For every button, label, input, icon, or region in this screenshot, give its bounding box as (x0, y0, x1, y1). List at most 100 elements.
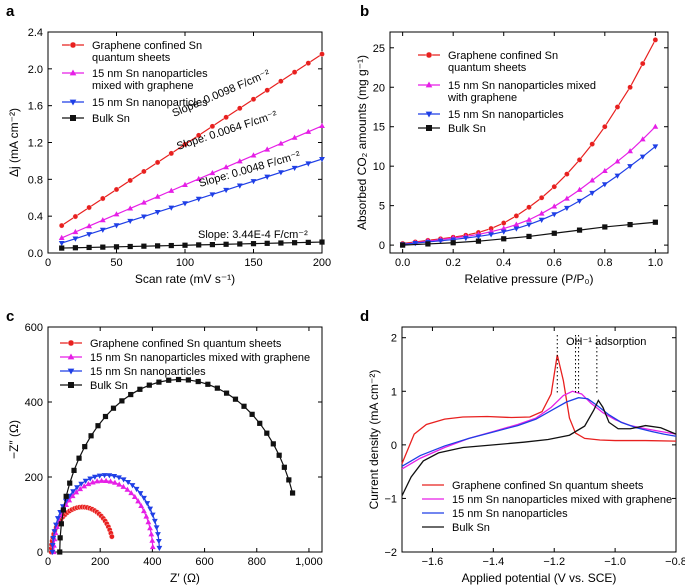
panel-label: c (6, 308, 14, 325)
data-point (250, 241, 257, 247)
legend-label: Graphene confined Sn (448, 50, 558, 62)
data-point (538, 217, 545, 223)
data-point (538, 210, 545, 216)
data-point (96, 473, 103, 479)
data-point (82, 478, 89, 484)
x-tick-label: 0 (45, 556, 51, 568)
data-point (102, 413, 109, 420)
x-tick-label: −1.2 (543, 556, 565, 568)
y-tick-label: 200 (25, 472, 43, 484)
data-point (232, 396, 239, 402)
legend-marker (70, 115, 76, 121)
data-point (185, 377, 192, 383)
data-point (209, 241, 215, 248)
data-point (601, 167, 608, 173)
data-point (639, 136, 646, 142)
legend-label: mixed with graphene (92, 80, 194, 92)
data-point (141, 243, 147, 249)
data-point (589, 177, 596, 183)
data-point (319, 122, 325, 129)
data-point (264, 87, 271, 93)
adsorption-annotation: OH⁻¹ adsorption (566, 336, 646, 348)
data-point (564, 205, 570, 212)
data-point (236, 105, 243, 112)
data-point (195, 378, 201, 385)
x-tick-label: 0.0 (395, 257, 410, 269)
y-tick-label: 15 (373, 122, 385, 134)
data-point (69, 492, 76, 499)
data-point (305, 60, 312, 66)
y-tick-label: 10 (373, 161, 385, 173)
data-point (627, 148, 633, 154)
data-point (400, 242, 406, 248)
data-point (120, 477, 127, 483)
y-tick-label: 1 (391, 386, 397, 398)
data-point (305, 239, 311, 245)
y-tick-label: 0 (391, 440, 397, 452)
data-point (652, 219, 658, 225)
data-point (291, 134, 298, 140)
data-point (154, 159, 161, 166)
data-point (128, 391, 134, 398)
data-point (53, 522, 59, 528)
legend-label: Graphene confined Sn quantum sheets (452, 480, 644, 492)
data-point (141, 199, 147, 205)
legend-marker (68, 382, 74, 388)
data-point (72, 228, 79, 235)
data-point (147, 506, 154, 512)
data-point (576, 227, 583, 233)
data-point (87, 476, 94, 482)
x-tick-label: 800 (248, 556, 266, 568)
data-point (58, 234, 65, 240)
x-tick-label: −1.4 (482, 556, 504, 568)
y-tick-label: 0.4 (28, 211, 43, 223)
series-line (401, 354, 677, 464)
plot-frame (389, 31, 669, 254)
data-point (155, 532, 161, 538)
series-line (59, 378, 294, 553)
data-point (264, 240, 270, 246)
data-point (107, 478, 114, 484)
panel-label: a (6, 3, 15, 20)
plot-frame (47, 326, 323, 553)
data-point (236, 183, 243, 189)
data-point (250, 96, 257, 103)
data-point (450, 240, 456, 246)
legend-label: quantum sheets (92, 52, 171, 64)
data-point (86, 244, 92, 251)
data-point (168, 187, 175, 193)
data-point (77, 485, 84, 492)
data-point (153, 525, 160, 531)
legend-label: Graphene confined Sn quantum sheets (90, 338, 282, 350)
data-point (138, 502, 145, 509)
data-point (86, 232, 92, 238)
data-point (182, 141, 188, 148)
data-point (237, 241, 243, 247)
y-tick-label: 400 (25, 397, 43, 409)
data-point (155, 538, 162, 545)
data-point (278, 78, 284, 84)
data-point (58, 222, 65, 229)
data-point (291, 165, 298, 172)
panel-label: b (360, 3, 369, 20)
y-tick-label: 2.4 (28, 27, 43, 39)
legend-marker (425, 51, 433, 59)
panel-label: d (360, 308, 369, 325)
data-point (156, 379, 162, 385)
data-point (319, 156, 325, 163)
data-point (72, 236, 79, 242)
x-tick-label: −1.0 (604, 556, 626, 568)
legend-marker (69, 41, 77, 49)
data-point (551, 230, 557, 236)
data-point (125, 479, 132, 486)
x-tick-label: 0.6 (547, 257, 562, 269)
data-point (264, 174, 271, 180)
y-tick-label: 1.2 (28, 138, 43, 150)
data-point (89, 479, 96, 485)
data-point (86, 204, 92, 211)
data-point (513, 213, 520, 219)
data-point (147, 525, 153, 531)
slope-annotation: Slope: 3.44E-4 F/cm⁻² (198, 229, 308, 241)
data-point (526, 204, 532, 211)
data-point (101, 473, 108, 479)
